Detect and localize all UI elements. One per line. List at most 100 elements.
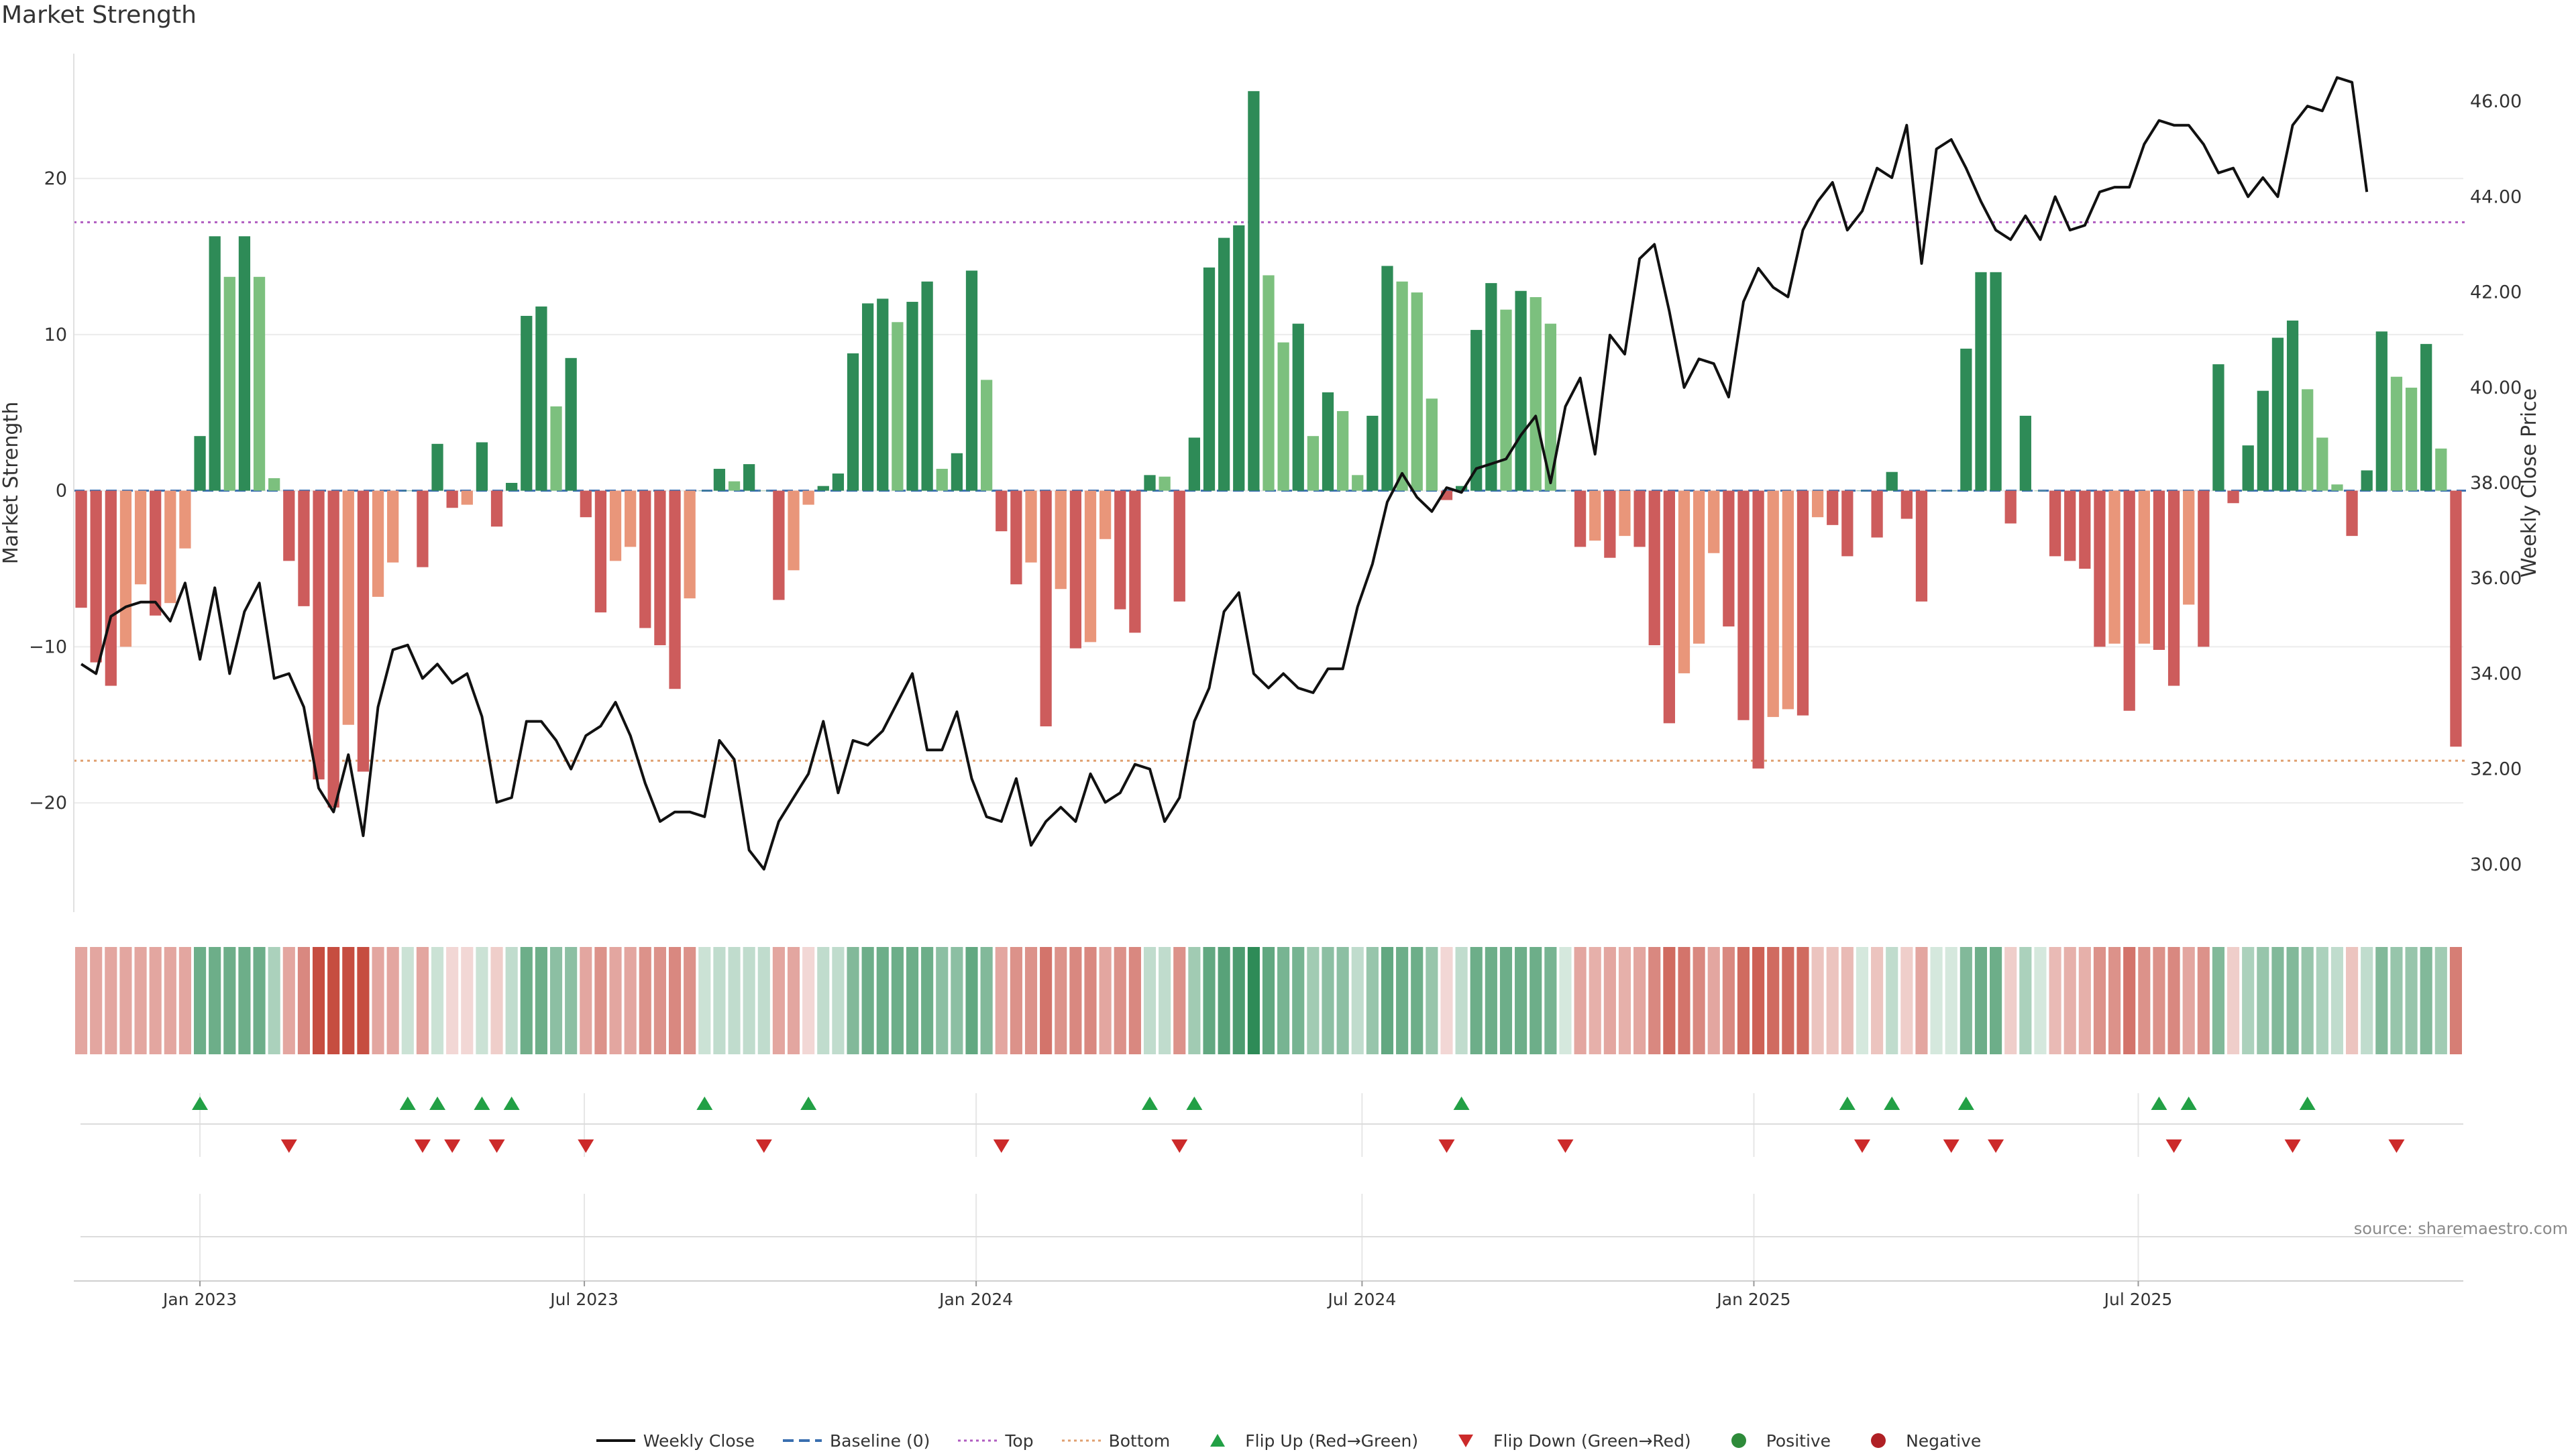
flip-up-marker [503,1097,520,1110]
flip-up-marker [1957,1097,1974,1110]
heat-cell [149,947,162,1054]
strength-bar [2375,331,2387,491]
strength-bar [1307,436,1320,491]
strength-bar [1366,415,1379,491]
flip-up-marker [2299,1097,2316,1110]
heat-cell [861,947,874,1054]
strength-bar [713,469,726,491]
right-tick-label: 38.00 [2470,473,2522,494]
heat-cell [1396,947,1409,1054]
heat-cell [1633,947,1646,1054]
heat-cell [520,947,533,1054]
left-tick-label: −10 [29,636,67,657]
heat-cell [1811,947,1824,1054]
heat-cell [1307,947,1320,1054]
flip-down-marker [414,1139,431,1153]
heat-cell [223,947,236,1054]
strength-bar [1574,490,1587,547]
heat-cell [1737,947,1750,1054]
strength-bar [1025,490,1037,563]
legend-swatch-icon [1458,1435,1474,1447]
heat-cell [817,947,830,1054]
legend-item: Bottom [1061,1431,1171,1451]
left-tick-label: 20 [44,168,67,189]
flip-down-marker [2165,1139,2182,1153]
heat-cell [1574,947,1587,1054]
legend-item: Weekly Close [595,1431,755,1451]
strength-bar [788,490,800,571]
strength-bar [625,490,637,547]
heat-cell [431,947,444,1054]
strength-bar [372,490,384,597]
heat-cell [832,947,845,1054]
strength-bar [1455,486,1468,491]
strength-bar [1796,490,1809,716]
strength-bar [119,490,132,647]
strength-bar [1515,290,1527,491]
strength-bar [1218,237,1230,491]
strength-bar [2064,490,2076,561]
heat-cell [639,947,651,1054]
strength-bar [1322,392,1334,491]
heat-cell [2093,947,2106,1054]
heat-cell [594,947,607,1054]
strength-bar [743,464,755,491]
legend-swatch-icon [1061,1439,1101,1442]
heat-cell [1841,947,1854,1054]
heat-cell [2227,947,2240,1054]
strength-bar [773,490,785,600]
flip-up-marker [1186,1097,1203,1110]
legend-label: Bottom [1108,1431,1171,1451]
heat-cell [847,947,859,1054]
strength-bar [2108,490,2121,644]
strength-bar [134,490,147,585]
heat-cell [2286,947,2299,1054]
heat-cell [2049,947,2061,1054]
heat-cell [1515,947,1527,1054]
strength-bar [105,490,117,686]
strength-bar [1663,490,1675,724]
strength-bar [758,490,770,492]
strength-bar [1336,410,1349,491]
heat-cell [74,947,88,1054]
legend: Weekly Close Baseline (0) Top Bottom Flip Up… [0,1427,2576,1454]
heat-cell [2004,947,2017,1054]
heat-cell [401,947,414,1054]
strength-bars [75,91,2462,808]
strength-bar [1381,266,1393,491]
heat-cell [2182,947,2195,1054]
strength-bar [1945,490,1957,492]
heat-cell [891,947,904,1054]
flip-up-marker [2180,1097,2197,1110]
heat-cell [1589,947,1601,1054]
flip-down-marker [1438,1139,1455,1153]
heat-cell [297,947,310,1054]
heat-cell [580,947,592,1054]
strength-bar [1277,342,1289,491]
left-tick-label: −20 [29,793,67,814]
strength-bar [698,490,710,492]
right-tick-label: 44.00 [2470,186,2522,207]
strength-bar [238,236,251,491]
heat-cell [1322,947,1334,1054]
flip-down-marker [755,1139,772,1153]
strength-bar [2079,490,2091,569]
heat-cell [1960,947,1972,1054]
source-note: source: sharemaestro.com [2353,1219,2568,1238]
strength-bar [936,469,948,491]
heat-cell [1529,947,1542,1054]
heat-cell [1767,947,1780,1054]
heat-cell [2019,947,2032,1054]
legend-swatch-icon [783,1439,822,1442]
strength-bar [550,406,562,491]
heat-cell [461,947,474,1054]
strength-bar [446,490,458,508]
strength-bar [2138,490,2150,644]
heat-cell [549,947,563,1054]
heat-cell [2330,947,2344,1054]
strength-bar [1559,490,1572,492]
strength-bar [342,490,354,725]
heat-cell [164,947,176,1054]
strength-bar [1619,490,1631,537]
strength-bar [1990,272,2002,491]
